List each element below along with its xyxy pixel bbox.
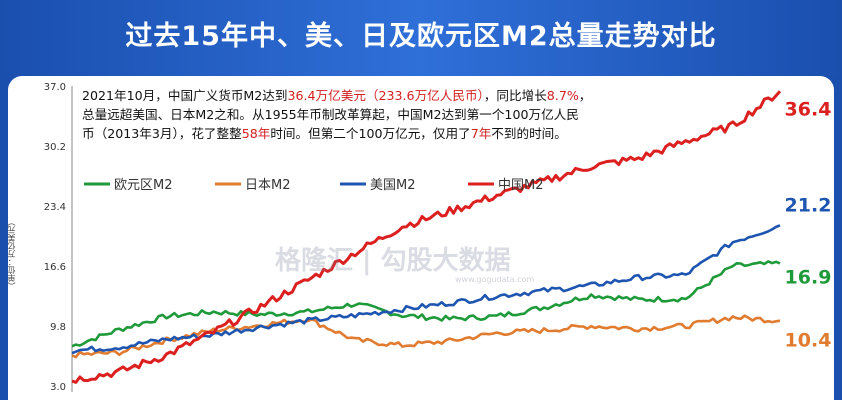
page-title: 过去15年中、美、日及欧元区M2总量走势对比 [125, 21, 717, 52]
title-banner [0, 0, 842, 76]
annotation-seg7: 币（2013年3月），花了整整 [82, 126, 242, 141]
y-tick-label: 9.8 [50, 322, 66, 333]
annotation-highlight-growth: 8.7% [546, 88, 579, 103]
watermark: 格隆汇 | 勾股大数据 [275, 246, 511, 276]
annotation-text: 2021年10月，中国广义货币M2达到36.4万亿美元（233.6万亿人民币），… [82, 86, 722, 143]
annotation-seg1: 2021年10月，中国广义货币M2达到 [82, 88, 288, 103]
series-end-label: 10.4 [785, 330, 832, 352]
annotation-seg9: 时间。但第二个100万亿元，仅用了 [270, 126, 471, 141]
y-tick-label: 3.0 [50, 382, 66, 393]
legend-label: 中国M2 [498, 178, 544, 193]
annotation-seg5: ， [578, 88, 592, 103]
series-line-1 [71, 260, 781, 348]
series-line-4 [71, 90, 782, 384]
annotation-seg6: 总量远超美国、日本M2之和。从1955年币制改革算起，中国M2达到第一个100万… [82, 107, 579, 122]
annotation-highlight-amount: 36.4万亿美元（233.6万亿人民币） [287, 88, 484, 103]
series-end-label: 16.9 [785, 266, 832, 288]
series-line-2 [71, 314, 781, 359]
legend-label: 欧元区M2 [114, 178, 173, 193]
y-tick-label: 16.6 [44, 262, 66, 273]
y-tick-label: 37.0 [44, 82, 66, 93]
annotation-highlight-58-years: 58年 [241, 126, 271, 141]
legend-label: 日本M2 [245, 178, 291, 193]
annotation-seg3: ，同比增长 [483, 88, 547, 103]
legend-label: 美国M2 [370, 178, 416, 193]
y-axis-label: （单位：万亿美元） [7, 218, 16, 290]
watermark-url: www.gogudata.com [455, 275, 535, 284]
series-end-label: 36.4 [785, 98, 832, 120]
series-line-3 [71, 224, 781, 355]
y-tick-label: 30.2 [44, 142, 66, 153]
annotation-highlight-7-years: 7年 [470, 126, 492, 141]
annotation-seg11: 不到的时间。 [491, 126, 567, 141]
y-tick-label: 23.4 [44, 202, 66, 213]
series-end-label: 21.2 [785, 194, 832, 216]
